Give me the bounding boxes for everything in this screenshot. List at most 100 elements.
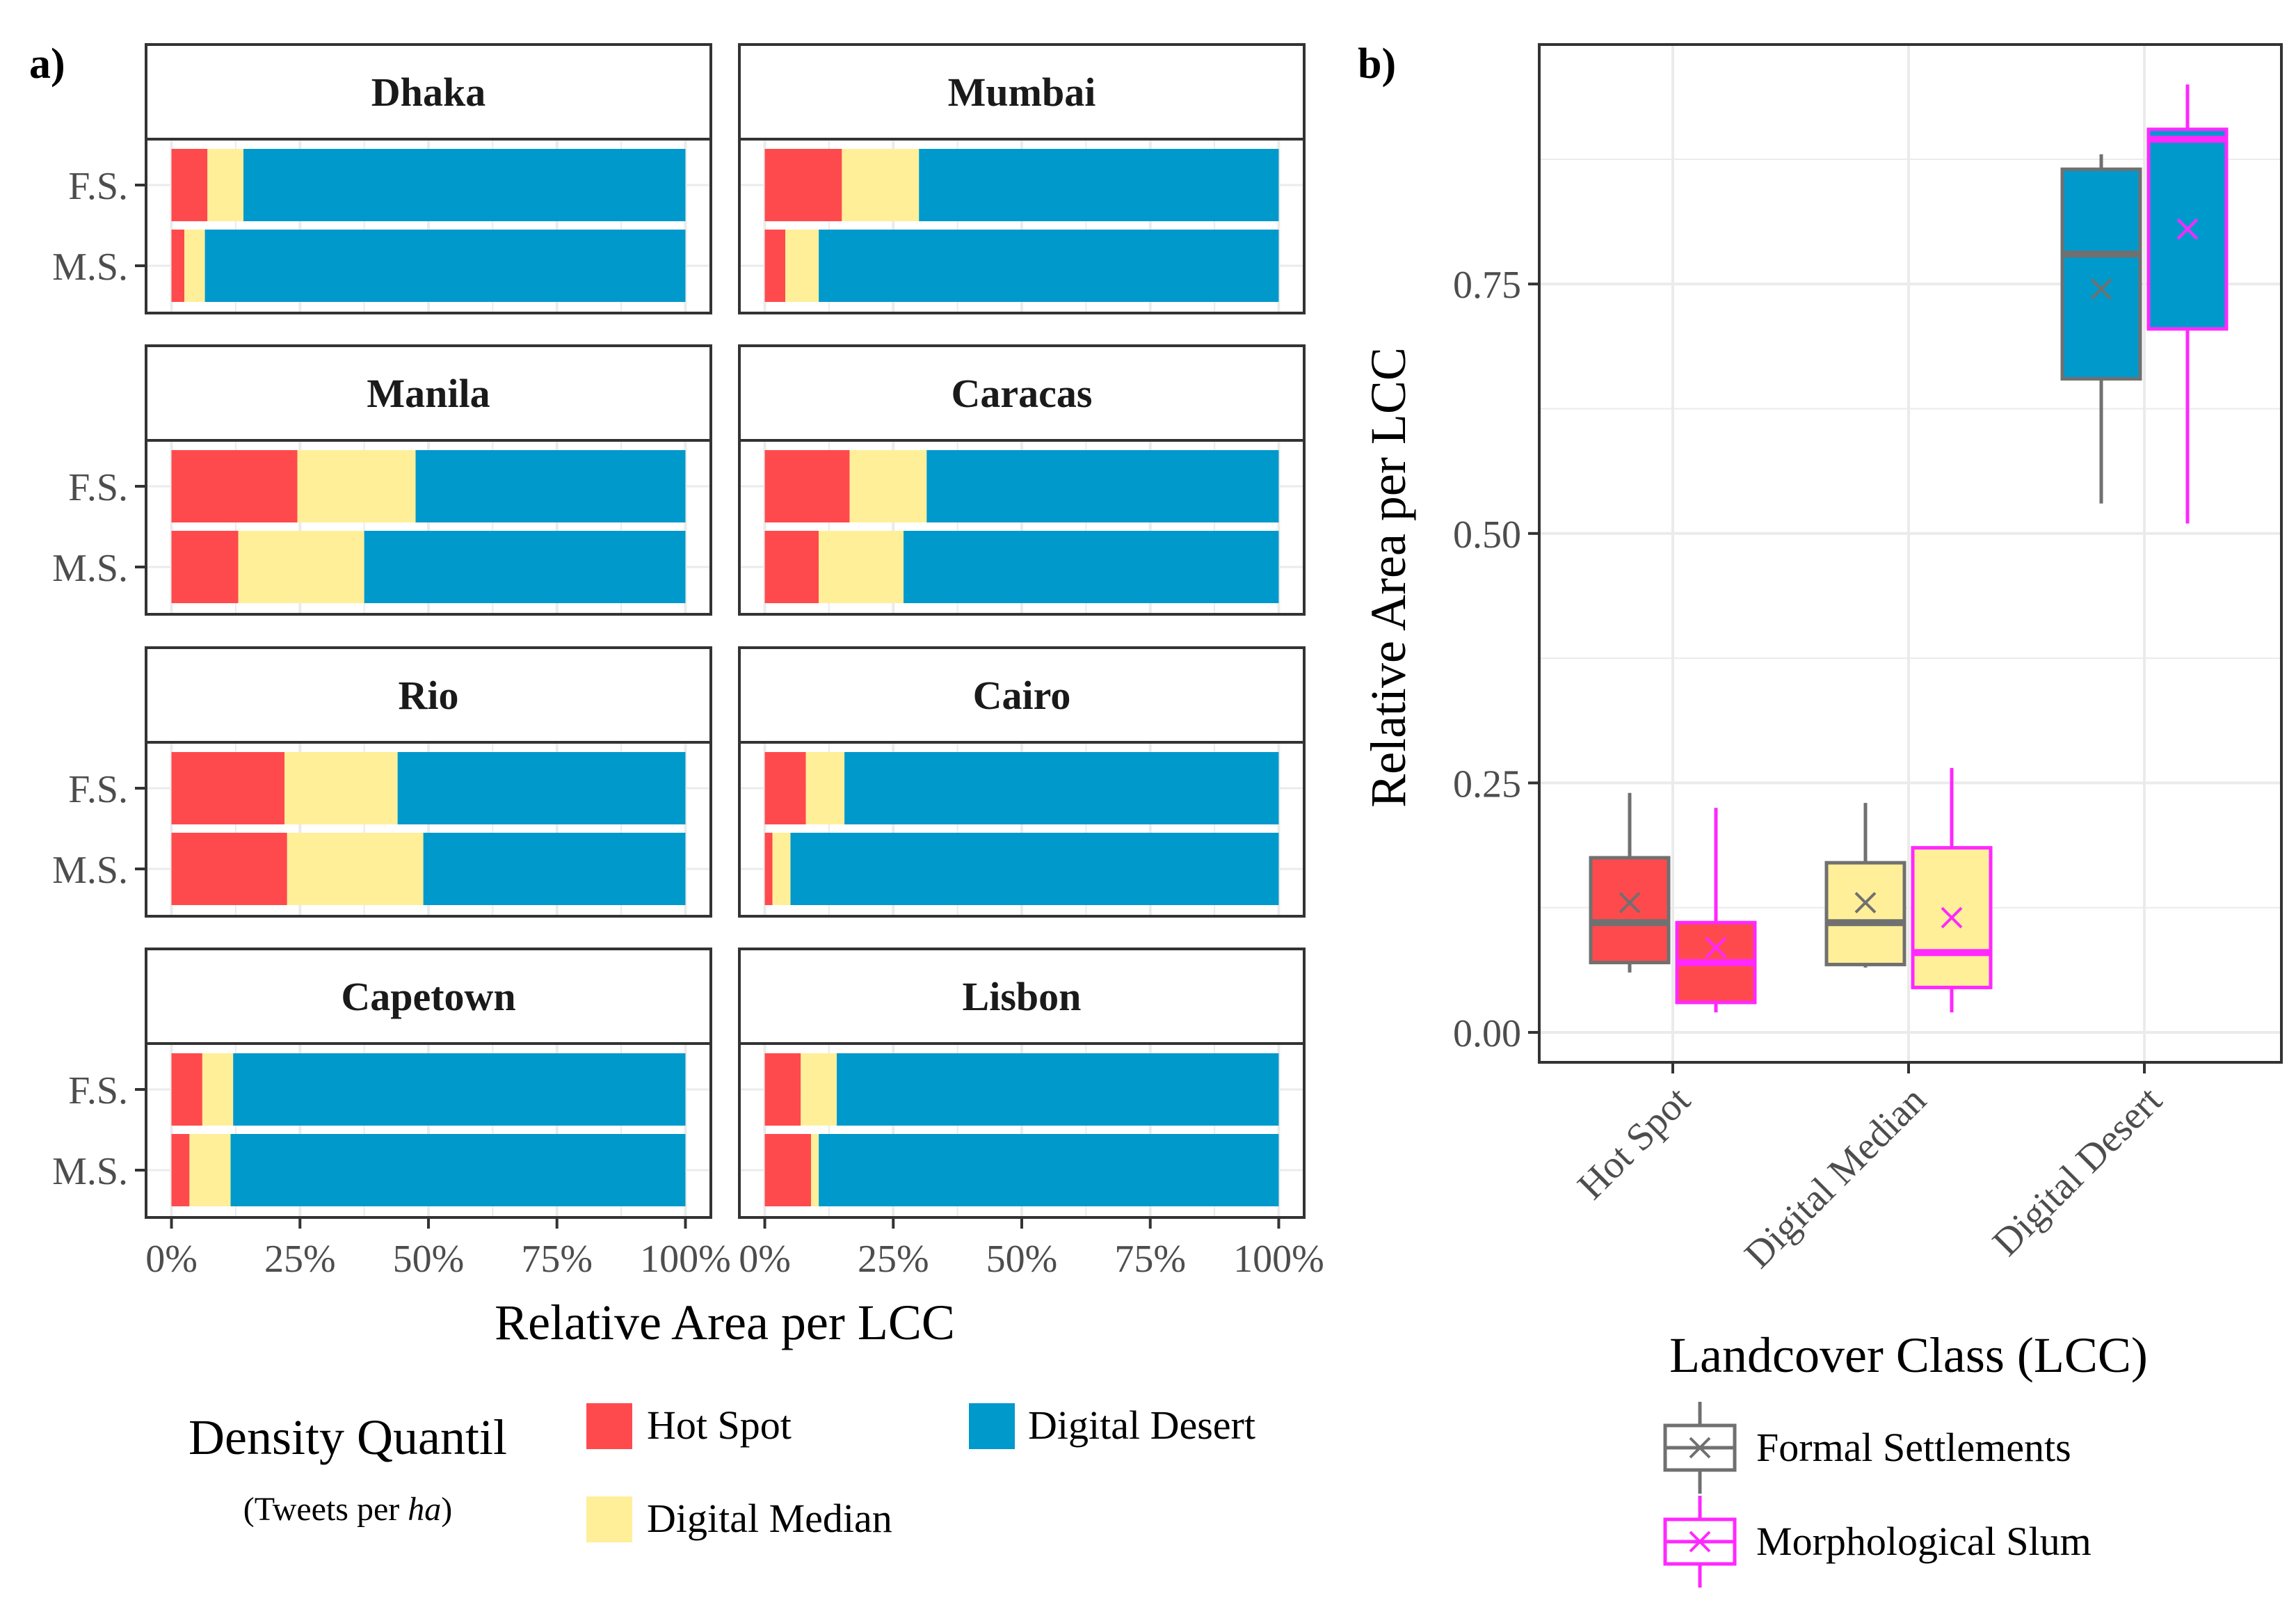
bar-cairo-fs-hot-spot [764, 752, 806, 824]
facet-title: Rio [399, 673, 459, 718]
boxplot: 0.00 0.25 0.50 0.75 Hot Spot Digital Median Di… [1453, 43, 2283, 1277]
x-tick-label: 50% [393, 1238, 465, 1281]
panel-b-y-axis-title: Relative Area per LCC [1360, 347, 1416, 808]
x-tick-label: 0% [739, 1238, 791, 1281]
bar-manila-ms-digital-median [238, 531, 364, 603]
legend-key-hot-spot [586, 1403, 632, 1449]
mean-marker [1619, 892, 1641, 913]
x-tick-label: 25% [858, 1238, 929, 1281]
facet-plot-border [145, 439, 712, 616]
bar-rio-ms-digital-desert [423, 833, 686, 905]
panel-b: b) 0.00 0.25 0.50 0.75 Hot Spot Digital Media… [1358, 40, 2283, 1383]
y-tick-label: M.S. [52, 246, 128, 289]
facet-strip [738, 43, 1306, 141]
facet-title: Lisbon [963, 974, 1082, 1019]
bar-rio-fs-digital-median [284, 752, 398, 824]
bar-capetown-ms-digital-desert [230, 1134, 686, 1206]
facet-plot-border [145, 741, 712, 918]
facet-title: Dhaka [371, 70, 485, 115]
panel-a: a) Dhaka F.S. M.S. Mumbai Manila F.S. M.S. Cara… [29, 40, 1324, 1350]
y-tick-label: F.S. [68, 165, 128, 208]
box-iqr [1824, 861, 1906, 966]
box-formal-hot-spot [1589, 792, 1671, 973]
bar-mumbai-ms-digital-median [785, 230, 819, 302]
facet-title: Manila [367, 371, 490, 416]
facet-cairo: Cairo [738, 646, 1306, 918]
panel-a-label: a) [29, 40, 65, 88]
facet-title: Capetown [341, 974, 515, 1019]
box-slum-hot-spot [1675, 808, 1757, 1013]
legend-key-digital-median [586, 1496, 632, 1542]
bar-manila-fs-hot-spot [171, 450, 298, 522]
facet-plot-border [738, 138, 1306, 314]
y-tick-label: F.S. [68, 1069, 128, 1112]
bar-capetown-ms-hot-spot [171, 1134, 190, 1206]
facet-dhaka: Dhaka F.S. M.S. [52, 43, 712, 314]
bar-manila-fs-digital-median [297, 450, 416, 522]
legend-label-morphological-slum: Morphological Slum [1756, 1519, 2092, 1564]
x-tick-label: 0% [145, 1238, 198, 1281]
mean-marker [2090, 278, 2112, 300]
bar-cairo-ms-hot-spot [764, 833, 773, 905]
facet-plot-border [145, 138, 712, 314]
facet-grid: Dhaka F.S. M.S. Mumbai Manila F.S. M.S. Caracas… [52, 43, 1306, 1219]
density-legend: Density Quantil (Tweets per ha) Hot Spot… [188, 1403, 1255, 1542]
bar-caracas-ms-digital-desert [904, 531, 1279, 603]
legend-key-morphological-slum [1663, 1496, 1737, 1588]
bar-mumbai-fs-digital-desert [919, 149, 1279, 221]
facet-strip [145, 948, 712, 1045]
mean-marker [2176, 218, 2199, 240]
legend-label-digital-desert: Digital Desert [1028, 1403, 1255, 1448]
x-tick-label: Hot Spot [1569, 1078, 1699, 1208]
legend-key-formal-settlements [1663, 1402, 1737, 1494]
legend-key-digital-desert [969, 1403, 1015, 1449]
facet-lisbon: Lisbon [738, 948, 1306, 1219]
y-tick-label: 0.50 [1453, 513, 1521, 557]
facet-strip [738, 948, 1306, 1045]
lcc-legend: Formal Settlements Morphological Slum [1663, 1402, 2092, 1588]
box-slum-digital-desert [2146, 84, 2229, 524]
x-tick-label: 50% [986, 1238, 1058, 1281]
facet-strip [738, 344, 1306, 442]
y-tick-label: F.S. [68, 768, 128, 811]
bar-cairo-fs-digital-median [805, 752, 845, 824]
box-slum-digital-median [1911, 767, 1993, 1013]
bar-mumbai-ms-hot-spot [764, 230, 786, 302]
bar-dhaka-ms-digital-desert [204, 230, 686, 302]
bar-caracas-fs-hot-spot [764, 450, 850, 522]
facet-mumbai: Mumbai [738, 43, 1306, 314]
bar-manila-fs-digital-desert [415, 450, 686, 522]
y-tick-label: 0.75 [1453, 264, 1521, 307]
subtitle-suffix: ) [441, 1491, 452, 1528]
y-tick-label: M.S. [52, 1150, 128, 1193]
bar-capetown-fs-digital-desert [233, 1053, 686, 1126]
bar-cairo-fs-digital-desert [844, 752, 1279, 824]
bar-caracas-fs-digital-desert [926, 450, 1279, 522]
facet-title: Caracas [952, 371, 1093, 416]
x-tick-label: Digital Median [1737, 1078, 1935, 1277]
panel-b-label: b) [1358, 40, 1396, 88]
legend-mean-marker [1689, 1531, 1711, 1553]
bar-manila-ms-digital-desert [364, 531, 686, 603]
bar-mumbai-ms-digital-desert [819, 230, 1279, 302]
bar-lisbon-ms-digital-median [811, 1134, 819, 1206]
bar-dhaka-fs-digital-median [207, 149, 243, 221]
facet-capetown: Capetown F.S. M.S. [52, 948, 712, 1219]
legend-label-hot-spot: Hot Spot [647, 1403, 792, 1448]
box-iqr [2060, 167, 2142, 381]
facet-strip [145, 344, 712, 442]
facet-plot-border [738, 741, 1306, 918]
bar-lisbon-ms-hot-spot [764, 1134, 812, 1206]
x-tick-label: 75% [1114, 1238, 1186, 1281]
facet-rio: Rio F.S. M.S. [52, 646, 712, 918]
bar-mumbai-fs-hot-spot [764, 149, 842, 221]
legend-label-digital-median: Digital Median [647, 1496, 892, 1541]
facet-strip [738, 646, 1306, 744]
panel-b-x-axis-title: Landcover Class (LCC) [1669, 1327, 2148, 1383]
x-tick-label: Digital Desert [1984, 1078, 2170, 1264]
bar-rio-fs-hot-spot [171, 752, 285, 824]
legend-mean-marker [1689, 1437, 1711, 1459]
mean-marker [1854, 892, 1877, 913]
box-formal-digital-median [1824, 803, 1906, 968]
